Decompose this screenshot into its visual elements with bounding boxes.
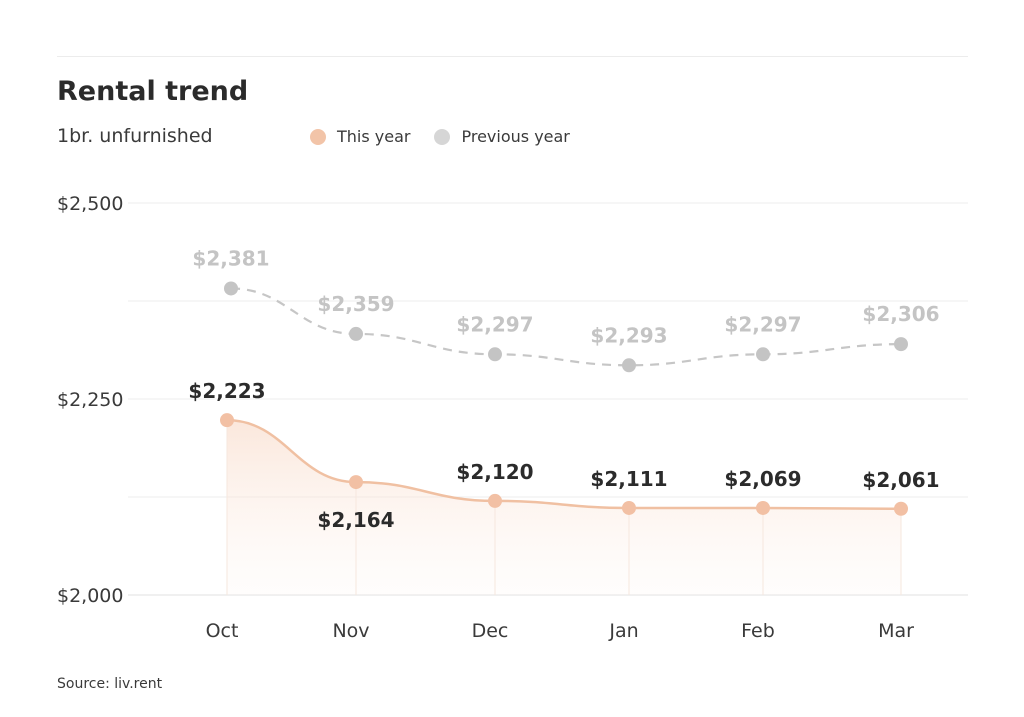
x-tick-label: Oct bbox=[206, 620, 239, 642]
line-previous-year bbox=[230, 287, 902, 367]
data-label-this-year: $2,164 bbox=[317, 508, 394, 532]
legend-item-this-year: This year bbox=[310, 127, 410, 146]
data-label-this-year: $2,111 bbox=[590, 467, 667, 491]
data-label-this-year: $2,223 bbox=[188, 379, 265, 403]
point-previous-year bbox=[894, 337, 908, 352]
legend-item-previous-year: Previous year bbox=[434, 127, 570, 146]
point-this-year bbox=[894, 501, 908, 516]
line-this-year bbox=[226, 418, 902, 511]
top-divider bbox=[57, 56, 968, 57]
area-this-year bbox=[227, 420, 901, 595]
data-label-previous-year: $2,306 bbox=[862, 302, 939, 326]
point-previous-year bbox=[224, 281, 238, 296]
data-label-previous-year: $2,297 bbox=[724, 312, 801, 336]
data-label-this-year: $2,069 bbox=[724, 467, 801, 491]
source-note: Source: liv.rent bbox=[57, 676, 163, 692]
x-tick-label: Dec bbox=[472, 620, 509, 642]
point-this-year bbox=[756, 500, 770, 515]
legend-dot-this-year bbox=[310, 128, 326, 145]
data-label-this-year: $2,061 bbox=[862, 468, 939, 492]
point-previous-year bbox=[349, 326, 363, 341]
point-previous-year bbox=[756, 347, 770, 362]
point-previous-year bbox=[488, 347, 502, 362]
legend-dot-previous-year bbox=[434, 128, 451, 145]
data-label-previous-year: $2,297 bbox=[456, 312, 533, 336]
data-label-this-year: $2,120 bbox=[456, 460, 533, 484]
point-previous-year bbox=[622, 358, 636, 373]
data-label-previous-year: $2,359 bbox=[317, 292, 394, 316]
data-points bbox=[220, 281, 908, 516]
y-tick-label: $2,500 bbox=[57, 193, 123, 215]
legend-label-previous-year: Previous year bbox=[461, 127, 570, 146]
x-tick-label: Feb bbox=[741, 620, 775, 642]
point-this-year bbox=[488, 493, 502, 508]
point-this-year bbox=[349, 475, 363, 490]
data-labels: $2,381 $2,359 $2,297 $2,293 $2,297 $2,306 $2,2… bbox=[188, 246, 939, 532]
point-this-year bbox=[220, 413, 234, 428]
data-label-previous-year: $2,293 bbox=[590, 323, 667, 347]
legend-label-this-year: This year bbox=[337, 127, 411, 146]
axis-labels: $2,500 $2,250 $2,000 Oct Nov Dec Jan Feb Mar bbox=[57, 193, 914, 642]
data-label-previous-year: $2,381 bbox=[192, 246, 269, 270]
point-this-year bbox=[622, 500, 636, 515]
y-tick-label: $2,000 bbox=[57, 585, 123, 607]
legend: This year Previous year bbox=[310, 127, 594, 146]
x-tick-label: Jan bbox=[608, 620, 638, 642]
series-lines bbox=[226, 287, 902, 511]
y-tick-label: $2,250 bbox=[57, 389, 123, 411]
chart-title: Rental trend bbox=[57, 76, 249, 107]
chart-subtitle: 1br. unfurnished bbox=[57, 125, 213, 147]
area-fill-layer bbox=[226, 420, 902, 595]
x-tick-label: Mar bbox=[878, 620, 914, 642]
x-tick-label: Nov bbox=[332, 620, 369, 642]
